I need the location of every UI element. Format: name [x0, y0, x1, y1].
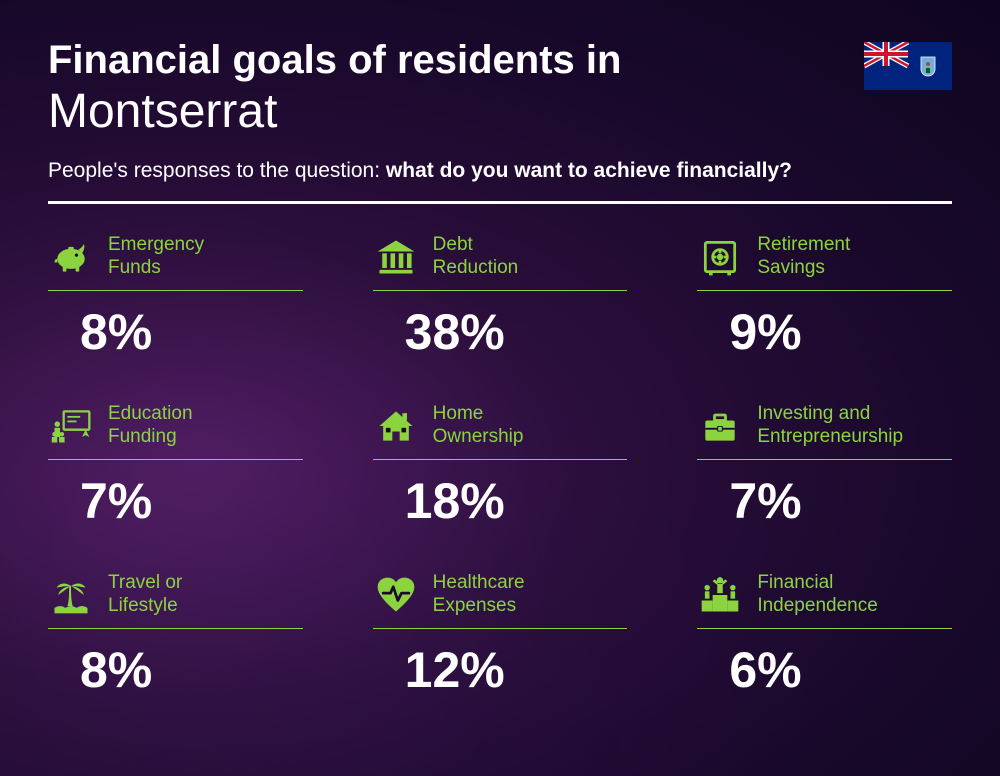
goal-value: 7%: [80, 472, 303, 530]
title-line2: Montserrat: [48, 84, 864, 139]
goal-underline: [48, 290, 303, 291]
goal-label: Healthcare Expenses: [433, 572, 525, 618]
goal-healthcare: Healthcare Expenses 12%: [373, 572, 628, 699]
goal-value: 38%: [405, 303, 628, 361]
goal-underline: [697, 459, 952, 460]
goal-emergency-funds: Emergency Funds 8%: [48, 234, 303, 361]
title-block: Financial goals of residents in Montserr…: [48, 38, 864, 139]
goal-underline: [48, 459, 303, 460]
goal-value: 8%: [80, 641, 303, 699]
subtitle: People's responses to the question: what…: [48, 159, 952, 183]
goal-debt-reduction: Debt Reduction 38%: [373, 234, 628, 361]
title-line1: Financial goals of residents in: [48, 38, 864, 82]
piggy-bank-icon: [48, 234, 94, 280]
goal-label: Travel or Lifestyle: [108, 572, 182, 618]
podium-icon: [697, 572, 743, 618]
goal-education-funding: Education Funding 7%: [48, 403, 303, 530]
subtitle-prefix: People's responses to the question:: [48, 159, 386, 182]
header: Financial goals of residents in Montserr…: [48, 38, 952, 139]
safe-icon: [697, 234, 743, 280]
goal-value: 7%: [729, 472, 952, 530]
bank-icon: [373, 234, 419, 280]
goal-value: 8%: [80, 303, 303, 361]
goal-underline: [373, 290, 628, 291]
heart-pulse-icon: [373, 572, 419, 618]
goal-underline: [697, 290, 952, 291]
goal-underline: [48, 628, 303, 629]
goal-financial-independence: Financial Independence 6%: [697, 572, 952, 699]
goal-label: Debt Reduction: [433, 234, 519, 280]
goal-value: 6%: [729, 641, 952, 699]
goal-underline: [373, 628, 628, 629]
goal-home-ownership: Home Ownership 18%: [373, 403, 628, 530]
divider: [48, 201, 952, 204]
goal-label: Emergency Funds: [108, 234, 204, 280]
subtitle-bold: what do you want to achieve financially?: [386, 159, 792, 182]
education-icon: [48, 403, 94, 449]
goal-underline: [697, 628, 952, 629]
goal-label: Financial Independence: [757, 572, 877, 618]
goal-label: Education Funding: [108, 403, 193, 449]
goals-grid: Emergency Funds 8% Debt Reduction 38%: [48, 234, 952, 699]
goal-value: 9%: [729, 303, 952, 361]
goal-underline: [373, 459, 628, 460]
goal-investing: Investing and Entrepreneurship 7%: [697, 403, 952, 530]
flag-montserrat: [864, 42, 952, 90]
goal-travel-lifestyle: Travel or Lifestyle 8%: [48, 572, 303, 699]
goal-value: 18%: [405, 472, 628, 530]
goal-value: 12%: [405, 641, 628, 699]
goal-retirement-savings: Retirement Savings 9%: [697, 234, 952, 361]
goal-label: Investing and Entrepreneurship: [757, 403, 903, 449]
goal-label: Home Ownership: [433, 403, 524, 449]
palm-icon: [48, 572, 94, 618]
house-icon: [373, 403, 419, 449]
briefcase-icon: [697, 403, 743, 449]
goal-label: Retirement Savings: [757, 234, 850, 280]
